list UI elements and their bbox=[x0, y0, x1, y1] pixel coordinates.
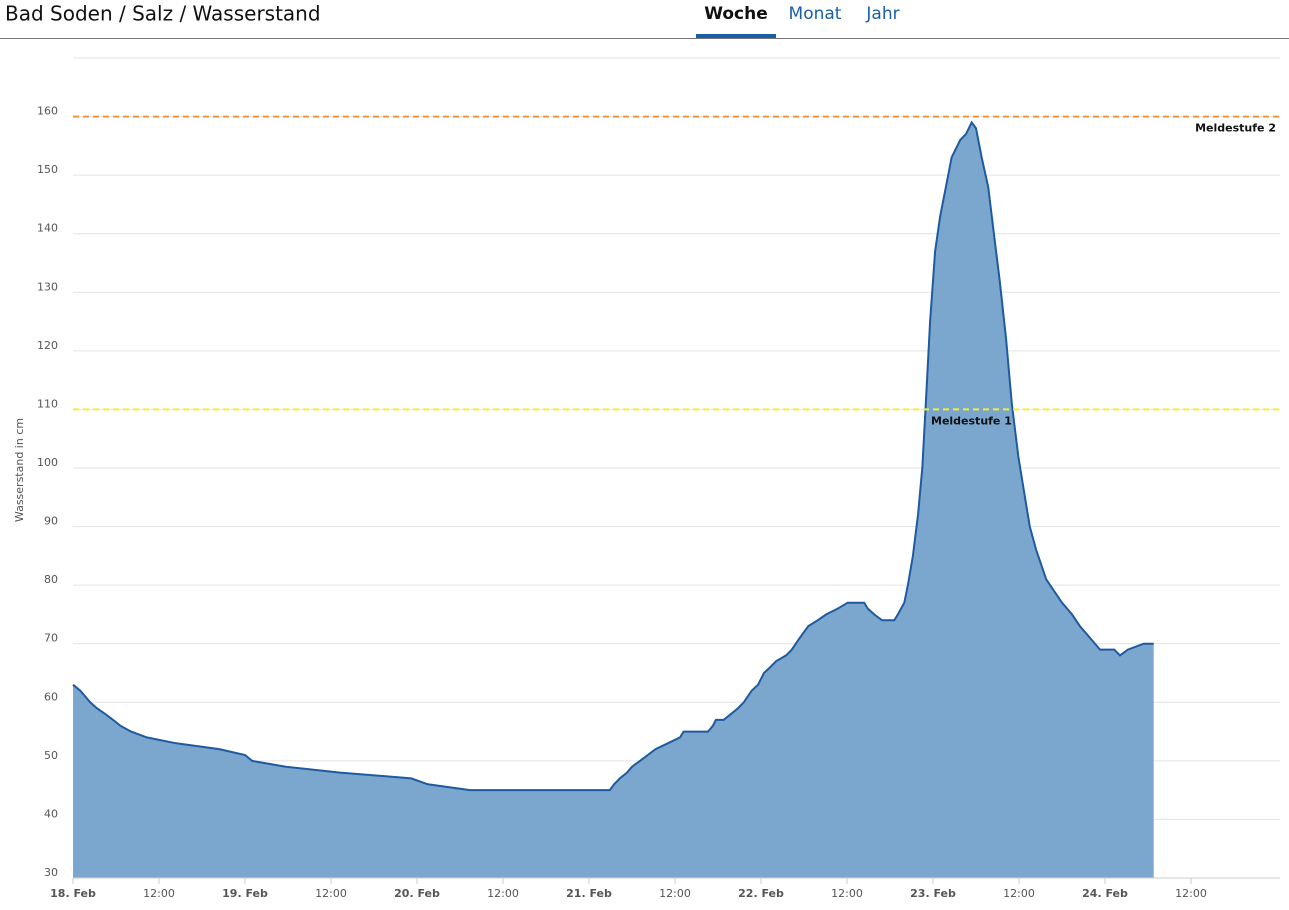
x-tick-label: 12:00 bbox=[1175, 887, 1207, 900]
x-tick-label: 12:00 bbox=[487, 887, 519, 900]
threshold-label: Meldestufe 1 bbox=[931, 414, 1012, 427]
tab[interactable]: Woche bbox=[704, 4, 768, 24]
area bbox=[73, 122, 1154, 878]
x-tick-label: 12:00 bbox=[143, 887, 175, 900]
tab[interactable]: Monat bbox=[789, 4, 842, 24]
y-axis-title: Wasserstand in cm bbox=[13, 418, 26, 522]
tab[interactable]: Jahr bbox=[865, 4, 899, 24]
x-tick-label: 24. Feb bbox=[1082, 887, 1128, 900]
y-tick-label: 130 bbox=[37, 280, 58, 293]
y-tick-label: 140 bbox=[37, 222, 58, 235]
x-tick-label: 21. Feb bbox=[566, 887, 612, 900]
y-tick-label: 90 bbox=[44, 515, 58, 528]
line bbox=[72, 120, 1154, 792]
threshold-label: Meldestufe 2 bbox=[1195, 122, 1276, 135]
x-tick-label: 12:00 bbox=[1003, 887, 1035, 900]
y-tick-label: 80 bbox=[44, 573, 58, 586]
x-tick-label: 23. Feb bbox=[910, 887, 956, 900]
x-tick-label: 12:00 bbox=[315, 887, 347, 900]
x-tick-label: 20. Feb bbox=[394, 887, 440, 900]
tab-underline bbox=[696, 34, 776, 38]
y-tick-label: 70 bbox=[44, 632, 58, 645]
x-tick-label: 12:00 bbox=[831, 887, 863, 900]
y-tick-label: 160 bbox=[37, 105, 58, 118]
y-tick-label: 100 bbox=[37, 456, 58, 469]
page-title: Bad Soden / Salz / Wasserstand bbox=[5, 2, 321, 26]
y-tick-label: 50 bbox=[44, 749, 58, 762]
y-tick-label: 60 bbox=[44, 690, 58, 703]
x-tick-label: 18. Feb bbox=[50, 887, 96, 900]
x-tick-label: 12:00 bbox=[659, 887, 691, 900]
x-tick-label: 19. Feb bbox=[222, 887, 268, 900]
y-tick-label: 30 bbox=[44, 866, 58, 879]
y-tick-label: 150 bbox=[37, 163, 58, 176]
y-tick-label: 120 bbox=[37, 339, 58, 352]
y-tick-label: 110 bbox=[37, 397, 58, 410]
y-tick-label: 40 bbox=[44, 807, 58, 820]
x-tick-label: 22. Feb bbox=[738, 887, 784, 900]
